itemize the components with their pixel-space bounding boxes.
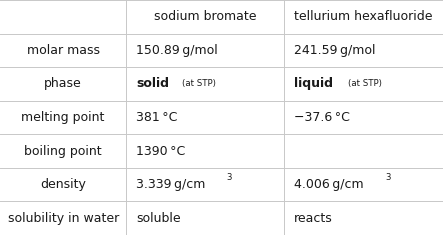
Text: 381 °C: 381 °C <box>136 111 177 124</box>
Text: −37.6 °C: −37.6 °C <box>294 111 350 124</box>
Text: boiling point: boiling point <box>24 145 102 158</box>
Text: solid: solid <box>136 77 169 90</box>
Text: solubility in water: solubility in water <box>8 212 119 225</box>
Text: melting point: melting point <box>21 111 105 124</box>
Text: molar mass: molar mass <box>27 44 100 57</box>
Text: 241.59 g/mol: 241.59 g/mol <box>294 44 376 57</box>
Text: phase: phase <box>44 77 82 90</box>
Text: 1390 °C: 1390 °C <box>136 145 185 158</box>
Text: 3: 3 <box>385 173 391 182</box>
Text: sodium bromate: sodium bromate <box>154 10 256 23</box>
Text: 150.89 g/mol: 150.89 g/mol <box>136 44 218 57</box>
Text: liquid: liquid <box>294 77 333 90</box>
Text: (at STP): (at STP) <box>348 79 382 88</box>
Text: density: density <box>40 178 86 191</box>
Text: 4.006 g/cm: 4.006 g/cm <box>294 178 364 191</box>
Text: 3: 3 <box>227 173 232 182</box>
Text: tellurium hexafluoride: tellurium hexafluoride <box>295 10 433 23</box>
Text: (at STP): (at STP) <box>182 79 216 88</box>
Text: reacts: reacts <box>294 212 333 225</box>
Text: soluble: soluble <box>136 212 181 225</box>
Text: 3.339 g/cm: 3.339 g/cm <box>136 178 206 191</box>
